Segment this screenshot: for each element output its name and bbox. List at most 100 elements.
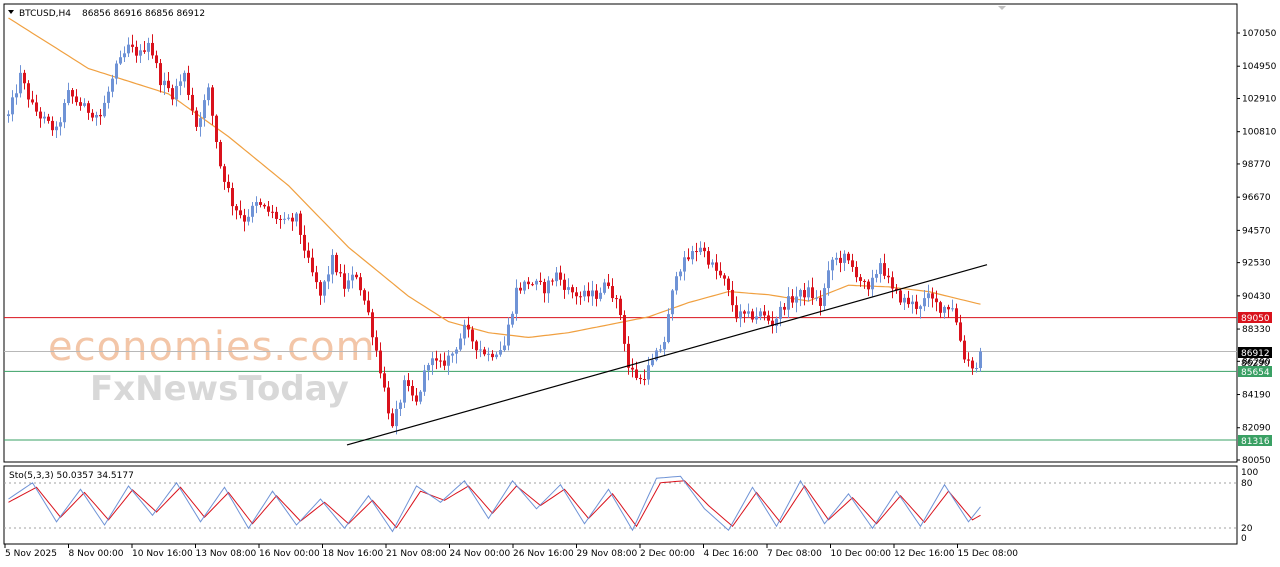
candle [403,375,406,408]
candle-body [879,263,882,275]
candle [55,121,58,138]
price-tick-label: 86290 [1242,357,1271,367]
candle [419,390,422,405]
candle [623,310,626,352]
candle-body [419,391,422,402]
scroll-marker-icon[interactable] [998,6,1006,10]
stochastic-level-lines [4,482,1237,529]
candle-body [507,324,510,346]
candle [663,336,666,356]
candle-body [423,370,426,392]
candle-body [547,280,550,294]
candle-body [159,63,162,86]
candle-body [971,360,974,369]
candle [447,350,450,375]
candle-body [187,72,190,95]
candle-body [411,385,414,396]
candle [519,282,522,294]
candle [839,250,842,273]
candle-body [131,44,134,47]
candle [567,278,570,295]
price-tick-label: 96670 [1242,193,1271,203]
candle-body [311,257,314,273]
candle-body [795,296,798,303]
candle [703,242,706,258]
price-tick-label: 84190 [1242,391,1271,401]
candle [955,303,958,326]
candle [755,307,758,324]
candle-body [235,206,238,211]
candle [791,289,794,308]
candle-body [475,341,478,351]
price-tick-label: 88330 [1242,325,1271,335]
candle [979,347,982,372]
candle [343,264,346,297]
candle-body [95,114,98,118]
candle-body [943,306,946,313]
candle [39,107,42,128]
candle [827,261,830,296]
candle [851,253,854,272]
candle-body [51,120,54,131]
candle-body [659,349,662,351]
time-tick-label: 18 Nov 16:00 [323,549,384,559]
candle-body [107,91,110,103]
ascending-trendline[interactable] [346,264,988,446]
candle-body [171,88,174,100]
candle-body [567,287,570,290]
candle-body [283,218,286,220]
candle-body [835,257,838,260]
candle [535,278,538,291]
candle [351,266,354,289]
candle [651,353,654,367]
candle-body [379,350,382,374]
candle-body [499,350,502,355]
candle-body [691,251,694,260]
moving-average [8,17,981,339]
candle [551,278,554,286]
price-pane[interactable] [3,3,1238,463]
candle-body [99,114,102,117]
candle-body [331,254,334,275]
candle [759,308,762,321]
candle-body [391,413,394,427]
candle-body [963,340,966,360]
candle [895,284,898,294]
candle-body [63,103,66,123]
candle [235,204,238,220]
candle [395,400,398,435]
dropdown-triangle-icon[interactable] [8,10,14,14]
candle [119,50,122,65]
candle-body [867,281,870,290]
candle [859,274,862,287]
candle-body [939,302,942,313]
candle-body [627,343,630,368]
candle [679,269,682,281]
candle [19,65,22,98]
candle [943,305,946,319]
candle-body [823,288,826,306]
candle [271,205,274,219]
candle-body [367,300,370,313]
candle [259,198,262,208]
candle-body [511,313,514,325]
time-tick-label: 15 Dec 08:00 [958,549,1019,559]
candle [199,112,202,137]
time-tick-label: 2 Dec 00:00 [640,549,695,559]
candle-body [359,277,362,291]
candle [923,289,926,312]
candle [907,290,910,308]
candle [99,109,102,125]
candle-body [763,311,766,316]
candle-body [23,72,26,84]
candle [723,273,726,286]
candle-body [399,402,402,409]
candle [635,361,638,381]
candle [307,242,310,263]
candle [947,304,950,318]
candle-body [643,379,646,381]
price-tick-label: 102910 [1242,94,1277,104]
candle-body [455,349,458,354]
candle [731,280,734,312]
